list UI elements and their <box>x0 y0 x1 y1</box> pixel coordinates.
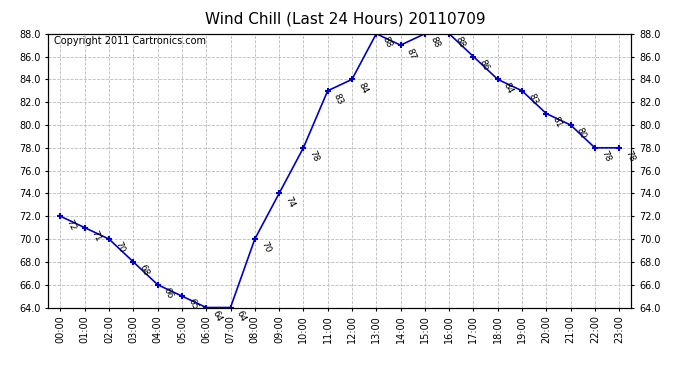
Text: 86: 86 <box>477 58 491 72</box>
Text: 64: 64 <box>210 309 224 323</box>
Text: 74: 74 <box>284 195 296 209</box>
Text: 71: 71 <box>89 229 102 243</box>
Text: 88: 88 <box>429 35 442 50</box>
Text: 80: 80 <box>575 126 588 141</box>
Text: 70: 70 <box>113 240 126 255</box>
Text: 84: 84 <box>502 81 515 95</box>
Text: 70: 70 <box>259 240 272 255</box>
Text: 78: 78 <box>599 149 612 164</box>
Text: 83: 83 <box>526 92 539 106</box>
Text: 81: 81 <box>551 115 564 129</box>
Text: 66: 66 <box>161 286 175 300</box>
Text: 83: 83 <box>332 92 345 106</box>
Text: 88: 88 <box>453 35 466 50</box>
Text: 84: 84 <box>356 81 369 95</box>
Text: Copyright 2011 Cartronics.com: Copyright 2011 Cartronics.com <box>54 36 206 46</box>
Text: 87: 87 <box>405 46 417 61</box>
Text: 64: 64 <box>235 309 248 323</box>
Text: 68: 68 <box>137 263 150 278</box>
Text: 78: 78 <box>308 149 321 164</box>
Text: 78: 78 <box>623 149 636 164</box>
Text: Wind Chill (Last 24 Hours) 20110709: Wind Chill (Last 24 Hours) 20110709 <box>205 11 485 26</box>
Text: 88: 88 <box>380 35 393 50</box>
Text: 72: 72 <box>65 217 77 232</box>
Text: 65: 65 <box>186 297 199 312</box>
